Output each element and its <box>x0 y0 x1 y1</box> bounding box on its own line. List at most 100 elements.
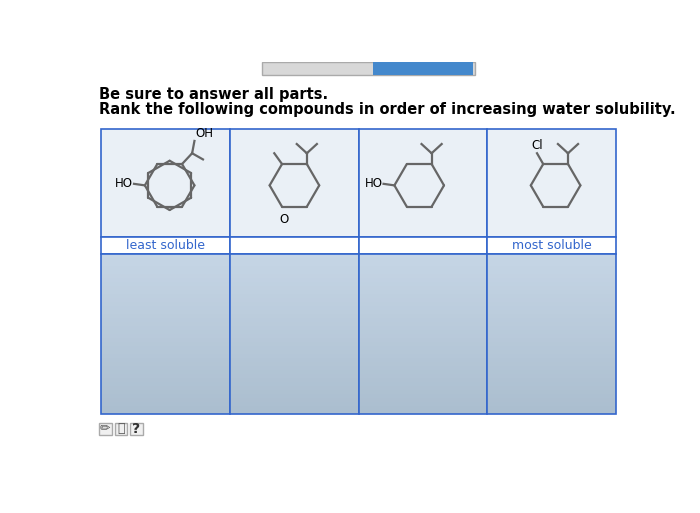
Bar <box>358 322 487 326</box>
Bar <box>358 410 487 414</box>
Bar <box>230 402 358 406</box>
Bar <box>487 334 616 338</box>
Bar <box>487 338 616 342</box>
Bar <box>230 314 358 318</box>
Bar <box>102 398 230 402</box>
Bar <box>102 402 230 406</box>
Bar <box>102 310 230 314</box>
Bar <box>102 274 230 278</box>
Bar <box>102 342 230 346</box>
Bar <box>230 354 358 358</box>
Bar <box>102 318 230 322</box>
Bar <box>230 334 358 338</box>
Bar <box>487 258 616 262</box>
Bar <box>358 350 487 354</box>
Bar <box>102 346 230 350</box>
Bar <box>358 278 487 282</box>
Bar <box>130 423 143 435</box>
Bar <box>487 370 616 374</box>
Bar <box>487 382 616 386</box>
Bar <box>230 258 358 262</box>
Bar <box>230 370 358 374</box>
Bar <box>230 366 358 370</box>
Bar <box>358 286 487 290</box>
Bar <box>358 290 487 294</box>
Bar <box>358 254 487 414</box>
Bar <box>358 342 487 346</box>
Bar <box>102 370 230 374</box>
Text: Cl: Cl <box>531 140 542 152</box>
Bar <box>487 346 616 350</box>
Bar <box>102 406 230 410</box>
Bar <box>358 374 487 378</box>
Bar <box>358 358 487 362</box>
Bar <box>358 390 487 394</box>
Bar <box>358 282 487 286</box>
Bar <box>358 270 487 274</box>
Bar <box>358 334 487 338</box>
Bar <box>487 342 616 346</box>
Bar <box>358 302 487 306</box>
Bar <box>230 282 358 286</box>
Bar <box>372 62 473 75</box>
Bar <box>102 378 230 382</box>
Bar <box>262 62 475 75</box>
Bar <box>102 382 230 386</box>
Bar <box>487 314 616 318</box>
Bar <box>230 129 358 237</box>
Bar <box>102 254 230 414</box>
Bar <box>230 398 358 402</box>
Bar <box>487 402 616 406</box>
Bar <box>487 290 616 294</box>
Bar <box>487 266 616 270</box>
Text: Rank the following compounds in order of increasing water solubility.: Rank the following compounds in order of… <box>99 103 676 117</box>
Bar <box>487 237 616 254</box>
Bar <box>358 378 487 382</box>
Bar <box>230 386 358 390</box>
Bar <box>358 398 487 402</box>
Bar <box>487 294 616 298</box>
Bar <box>487 406 616 410</box>
Bar <box>487 378 616 382</box>
Bar <box>358 362 487 366</box>
Bar <box>102 374 230 378</box>
Bar <box>487 410 616 414</box>
Text: O: O <box>279 213 288 226</box>
Bar <box>358 294 487 298</box>
Bar <box>358 326 487 330</box>
Bar <box>102 278 230 282</box>
Bar <box>102 258 230 262</box>
Bar <box>115 423 127 435</box>
Bar <box>102 338 230 342</box>
Bar <box>487 386 616 390</box>
Bar <box>230 350 358 354</box>
Bar <box>230 254 358 414</box>
Bar <box>230 310 358 314</box>
Bar <box>99 423 111 435</box>
Bar <box>230 358 358 362</box>
Bar <box>358 330 487 334</box>
Bar <box>487 254 616 414</box>
Bar <box>102 266 230 270</box>
Bar <box>358 253 487 258</box>
Bar <box>230 253 358 258</box>
Bar <box>487 274 616 278</box>
Bar <box>102 358 230 362</box>
Bar <box>102 282 230 286</box>
Bar <box>102 362 230 366</box>
Bar <box>102 302 230 306</box>
Bar <box>230 294 358 298</box>
Bar <box>102 354 230 358</box>
Bar <box>230 382 358 386</box>
Bar <box>230 318 358 322</box>
Bar <box>487 330 616 334</box>
Bar <box>487 310 616 314</box>
Bar <box>230 338 358 342</box>
Bar <box>230 237 358 254</box>
Bar <box>230 302 358 306</box>
Bar <box>487 398 616 402</box>
Bar <box>358 258 487 262</box>
Bar <box>230 346 358 350</box>
Bar <box>358 314 487 318</box>
Text: ✏: ✏ <box>100 422 111 436</box>
